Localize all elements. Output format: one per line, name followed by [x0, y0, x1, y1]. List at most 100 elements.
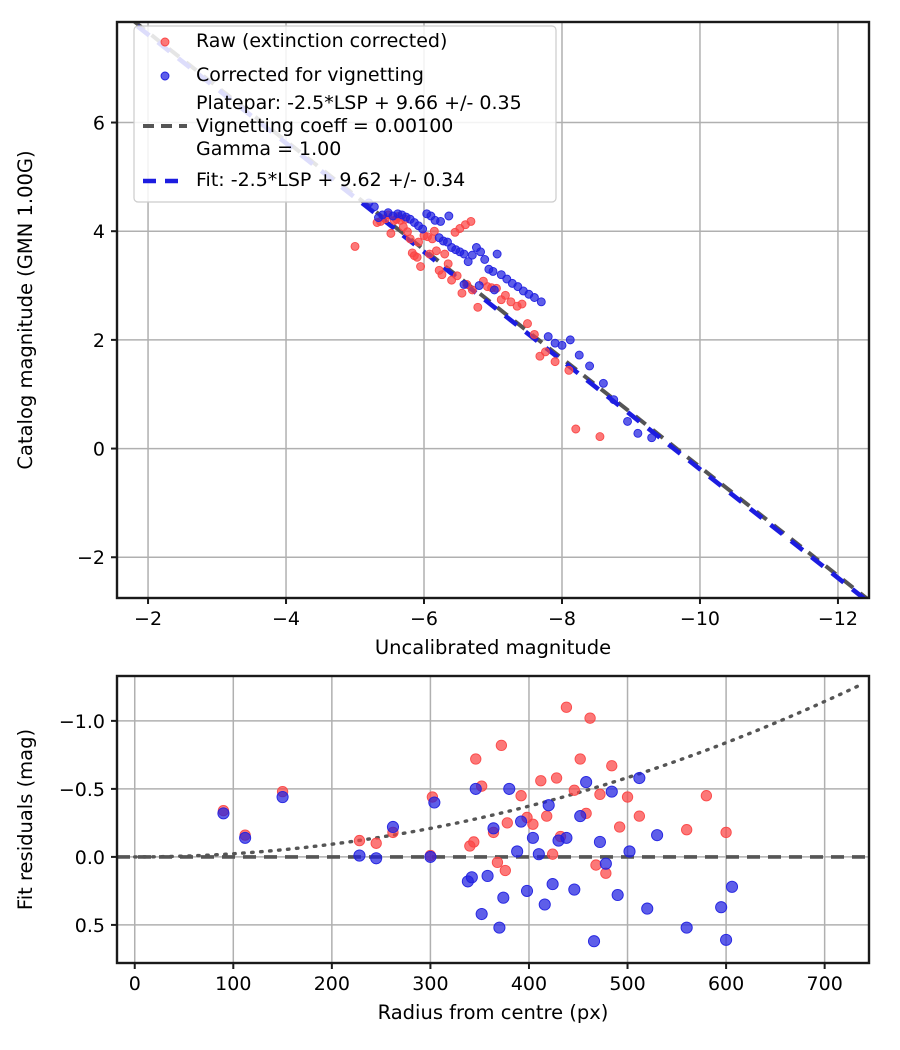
- residuals-corrected-points-point: [568, 883, 581, 896]
- residuals-plot-xticklabel-4: 400: [511, 973, 547, 995]
- residuals-raw-points-point: [681, 824, 693, 836]
- residuals-raw-points-point: [720, 826, 732, 839]
- residuals-raw-points-point: [568, 784, 580, 796]
- top-raw-points-point: [414, 237, 423, 247]
- residuals-corrected-points-point: [481, 869, 494, 882]
- residuals-raw-points-point: [613, 821, 626, 833]
- residuals-corrected-points-point: [239, 831, 252, 844]
- top-corrected-points-point: [585, 361, 595, 371]
- residuals-corrected-points-point: [469, 782, 482, 795]
- top-raw-points-point: [529, 330, 539, 339]
- residuals-plot-xticklabel-5: 500: [609, 973, 645, 995]
- top-corrected-points-point: [418, 224, 428, 234]
- top-raw-points-point: [467, 285, 477, 295]
- legend-label-platepar-3: Gamma = 1.00: [196, 138, 341, 160]
- residuals-corrected-points-point: [493, 921, 506, 934]
- residuals-corrected-points-point: [353, 849, 366, 862]
- top-raw-points-point: [550, 357, 560, 367]
- top-plot-xticklabel-2: −6: [410, 608, 438, 630]
- residuals-corrected-points-point: [487, 822, 500, 835]
- residuals-corrected-points-point: [532, 848, 545, 861]
- top-raw-points-point: [429, 226, 439, 236]
- residuals-raw-points-point: [606, 760, 618, 772]
- top-corrected-points-point: [623, 416, 632, 426]
- top-corrected-points-point: [609, 395, 619, 405]
- top-plot-xticklabel-4: −10: [680, 608, 720, 630]
- residuals-corrected-points-point: [587, 935, 601, 948]
- residuals-corrected-points-point: [515, 815, 528, 828]
- top-corrected-points-point: [488, 266, 498, 276]
- residuals-raw-points-point: [499, 864, 511, 877]
- top-plot-xlabel: Uncalibrated magnitude: [375, 636, 611, 659]
- legend-label-platepar-2: Vignetting coeff = 0.00100: [196, 115, 453, 137]
- residuals-corrected-points-point: [542, 799, 555, 812]
- residuals-plot-xticklabel-6: 600: [708, 973, 744, 995]
- top-raw-points-point: [457, 288, 467, 298]
- residuals-raw-points-point: [495, 739, 508, 752]
- residuals-corrected-points-point: [680, 921, 693, 934]
- residuals-corrected-points-point: [560, 831, 573, 844]
- top-raw-points-point: [386, 228, 396, 238]
- residuals-raw-points-point: [560, 701, 573, 713]
- top-corrected-points-point: [444, 211, 454, 221]
- top-plot-xticklabel-3: −8: [548, 608, 576, 630]
- top-corrected-points-point: [647, 433, 657, 443]
- top-corrected-points-point: [476, 247, 486, 257]
- residuals-corrected-points-point: [503, 782, 516, 795]
- legend-label-raw: Raw (extinction corrected): [196, 30, 447, 52]
- residuals-corrected-points-point: [497, 891, 510, 904]
- top-corrected-points-point: [574, 350, 584, 360]
- top-corrected-points-point: [489, 285, 499, 295]
- top-corrected-points-point: [557, 340, 567, 350]
- top-plot-ylabel: Catalog magnitude (GMN 1.00G): [14, 150, 37, 469]
- top-corrected-points-point: [529, 293, 539, 302]
- top-plot-yticklabel-1: 0: [93, 439, 105, 461]
- top-plot-yticklabel-0: −2: [77, 547, 105, 569]
- top-plot-xticklabel-0: −2: [134, 608, 162, 630]
- top-plot-spines: [115, 20, 871, 600]
- residuals-plot-content: [117, 683, 869, 948]
- residuals-raw-points-point: [501, 817, 513, 829]
- residuals-corrected-points-point: [720, 933, 733, 946]
- residuals-corrected-points-point: [651, 829, 664, 842]
- top-raw-points-point: [416, 262, 426, 271]
- top-raw-points-point: [437, 270, 447, 280]
- top-corrected-points-point: [463, 257, 473, 267]
- residuals-raw-points-point: [527, 818, 539, 830]
- residuals-raw-points-point: [584, 712, 596, 724]
- residuals-plot-xticklabel-7: 700: [807, 973, 843, 995]
- residuals-corrected-points-point: [465, 871, 478, 884]
- top-raw-points-point: [540, 347, 550, 357]
- legend-label-corrected: Corrected for vignetting: [196, 64, 424, 86]
- top-raw-points-point: [517, 299, 527, 309]
- residuals-raw-points-point: [633, 810, 646, 822]
- residuals-corrected-points-point: [546, 878, 559, 891]
- residuals-raw-points-point: [574, 753, 586, 765]
- residuals-corrected-points: [217, 771, 739, 948]
- residuals-plot-spines: [115, 674, 871, 965]
- residuals-corrected-points-point: [424, 850, 437, 863]
- residuals-plot-xticklabel-3: 300: [412, 973, 448, 995]
- top-raw-points-point: [431, 246, 441, 256]
- top-plot-xticklabel-5: −12: [818, 608, 858, 630]
- top-plot-yticklabel-2: 2: [93, 330, 105, 352]
- residuals-corrected-points-point: [475, 907, 488, 921]
- top-corrected-points-point: [536, 297, 546, 307]
- residuals-corrected-points-point: [623, 845, 636, 858]
- residuals-corrected-points-point: [599, 857, 612, 870]
- residuals-raw-points-point: [546, 848, 559, 860]
- top-corrected-points-point: [492, 249, 502, 259]
- top-raw-points-point: [506, 297, 516, 307]
- residuals-corrected-points-point: [715, 901, 728, 914]
- legend-marker-corrected: [160, 71, 170, 81]
- top-raw-points-point: [350, 241, 360, 251]
- top-corrected-points-point: [480, 255, 490, 264]
- top-corrected-points-point: [565, 335, 575, 345]
- residuals-plot-xticklabel-0: 0: [129, 973, 141, 995]
- residuals-raw-points-point: [515, 790, 527, 802]
- residuals-plot-gridlines: [117, 676, 869, 963]
- residuals-corrected-points-point: [511, 845, 524, 858]
- residuals-plot-yticklabel-0: 0.5: [75, 915, 105, 937]
- residuals-corrected-points-point: [580, 776, 593, 789]
